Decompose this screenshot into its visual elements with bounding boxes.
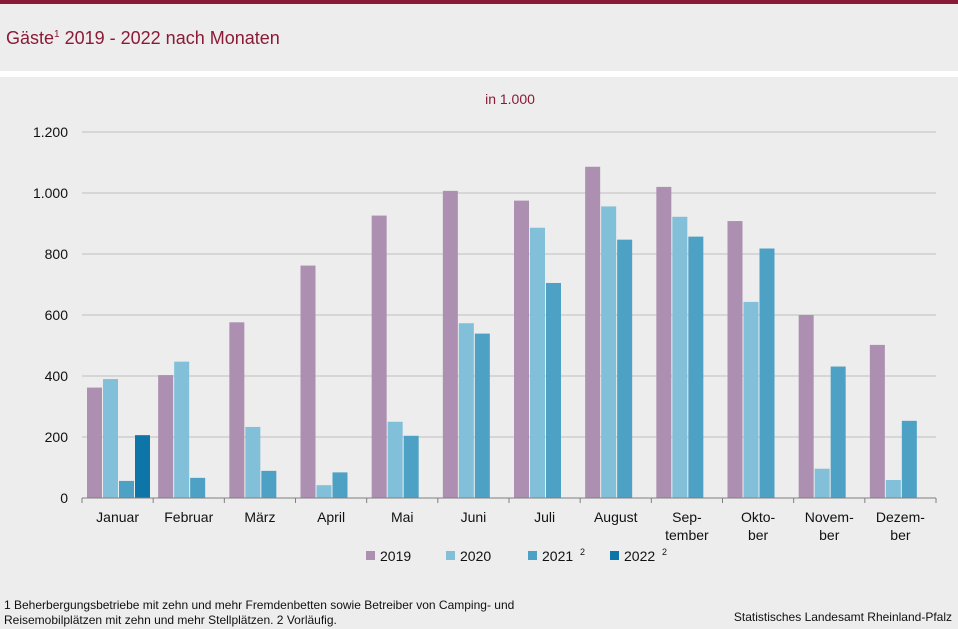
bar-2020-6 bbox=[458, 323, 474, 498]
x-tick-label: Okto- bbox=[741, 509, 776, 525]
x-tick-label: August bbox=[594, 509, 638, 525]
bar-2020-10 bbox=[743, 301, 759, 498]
legend-footnote-mark: 2 bbox=[662, 547, 667, 557]
x-tick-label: März bbox=[244, 509, 275, 525]
title-text: Gäste bbox=[6, 28, 55, 48]
legend-label-2022: 2022 bbox=[624, 548, 655, 564]
x-tick-label: Juni bbox=[461, 509, 487, 525]
bar-2020-9 bbox=[672, 216, 688, 499]
bars bbox=[87, 166, 917, 499]
bar-2020-2 bbox=[174, 361, 190, 498]
bar-2021-1 bbox=[119, 480, 134, 498]
bar-2019-9 bbox=[656, 186, 672, 498]
x-tick-label: ber bbox=[819, 527, 840, 543]
bar-2020-5 bbox=[387, 421, 403, 498]
legend: 2019 2020 2021 2 2022 2 bbox=[366, 547, 667, 564]
bar-2020-1 bbox=[103, 379, 118, 498]
x-tick-label: Juli bbox=[534, 509, 555, 525]
chart-subtitle: in 1.000 bbox=[485, 91, 535, 107]
x-tick-label: April bbox=[317, 509, 345, 525]
legend-label-2020: 2020 bbox=[460, 548, 491, 564]
bar-2021-7 bbox=[546, 282, 561, 498]
bar-2019-7 bbox=[514, 200, 529, 498]
x-tick-label: Januar bbox=[96, 509, 139, 525]
title-text-rest: 2019 - 2022 nach Monaten bbox=[59, 28, 280, 48]
bar-2019-5 bbox=[371, 215, 387, 498]
bar-2020-3 bbox=[245, 426, 261, 498]
x-tick-label: Februar bbox=[164, 509, 213, 525]
title-footnote-mark: 1 bbox=[54, 29, 60, 40]
x-tick-label: tember bbox=[665, 527, 709, 543]
x-axis: Januar Februar März April Mai Juni Juli August S… bbox=[81, 497, 937, 543]
y-tick-label: 0 bbox=[60, 490, 68, 506]
bar-2019-2 bbox=[158, 375, 174, 498]
y-tick-label: 200 bbox=[45, 429, 69, 445]
x-tick-label: ber bbox=[748, 527, 769, 543]
x-tick-label: Dezem- bbox=[876, 509, 925, 525]
footnote-line-1: 1 Beherbergungsbetriebe mit zehn und meh… bbox=[4, 598, 515, 612]
bar-2021-9 bbox=[688, 236, 704, 499]
legend-swatch-2022 bbox=[610, 551, 619, 560]
legend-footnote-mark: 2 bbox=[580, 547, 585, 557]
y-tick-label: 1.000 bbox=[33, 185, 68, 201]
bar-2019-1 bbox=[87, 387, 102, 498]
footnote: 1 Beherbergungsbetriebe mit zehn und meh… bbox=[4, 598, 604, 628]
bar-2019-4 bbox=[300, 265, 316, 498]
legend-label-2021: 2021 bbox=[542, 548, 573, 564]
legend-swatch-2019 bbox=[366, 551, 375, 560]
bar-2020-7 bbox=[530, 227, 545, 498]
bar-chart: in 1.000 0 200 400 600 800 1.000 1.200 Januar F… bbox=[33, 91, 937, 564]
x-tick-label: Novem- bbox=[805, 509, 854, 525]
bar-2021-8 bbox=[617, 239, 633, 499]
legend-swatch-2020 bbox=[446, 551, 455, 560]
legend-label-2019: 2019 bbox=[380, 548, 411, 564]
footnote-line-2: Reisemobilplätzen mit zehn und mehr Stel… bbox=[4, 613, 337, 627]
bar-2019-10 bbox=[727, 221, 743, 498]
grid-lines bbox=[82, 131, 936, 438]
y-tick-label: 1.200 bbox=[33, 124, 68, 140]
bar-2021-11 bbox=[830, 366, 846, 498]
bar-2021-12 bbox=[901, 420, 917, 498]
bar-2019-11 bbox=[798, 315, 814, 498]
bar-2019-6 bbox=[442, 190, 458, 498]
legend-swatch-2021 bbox=[528, 551, 537, 560]
y-tick-label: 600 bbox=[45, 307, 69, 323]
bar-2019-3 bbox=[229, 322, 245, 498]
x-tick-label: Mai bbox=[391, 509, 414, 525]
y-tick-label: 400 bbox=[45, 368, 69, 384]
x-tick-label: ber bbox=[890, 527, 911, 543]
source-credit: Statistisches Landesamt Rheinland-Pfalz bbox=[733, 610, 952, 624]
page-title: Gäste1 2019 - 2022 nach Monaten bbox=[6, 28, 280, 49]
y-tick-label: 800 bbox=[45, 246, 69, 262]
bar-2020-12 bbox=[885, 480, 901, 498]
bar-2019-12 bbox=[869, 344, 885, 498]
y-axis-ticks: 0 200 400 600 800 1.000 1.200 bbox=[33, 124, 68, 506]
bar-2020-11 bbox=[814, 468, 830, 498]
bar-2022-1 bbox=[135, 435, 150, 498]
bar-2021-6 bbox=[474, 333, 490, 498]
header-divider bbox=[0, 71, 958, 77]
bar-2020-8 bbox=[601, 206, 617, 499]
bar-2021-10 bbox=[759, 248, 775, 498]
bar-2020-4 bbox=[316, 485, 332, 498]
bar-2021-5 bbox=[403, 435, 419, 498]
bar-2021-3 bbox=[261, 470, 277, 498]
top-accent-stripe bbox=[0, 0, 958, 4]
bar-2021-2 bbox=[190, 477, 206, 498]
x-tick-label: Sep- bbox=[672, 509, 702, 525]
bar-2019-8 bbox=[585, 166, 601, 498]
bar-2021-4 bbox=[332, 472, 348, 498]
